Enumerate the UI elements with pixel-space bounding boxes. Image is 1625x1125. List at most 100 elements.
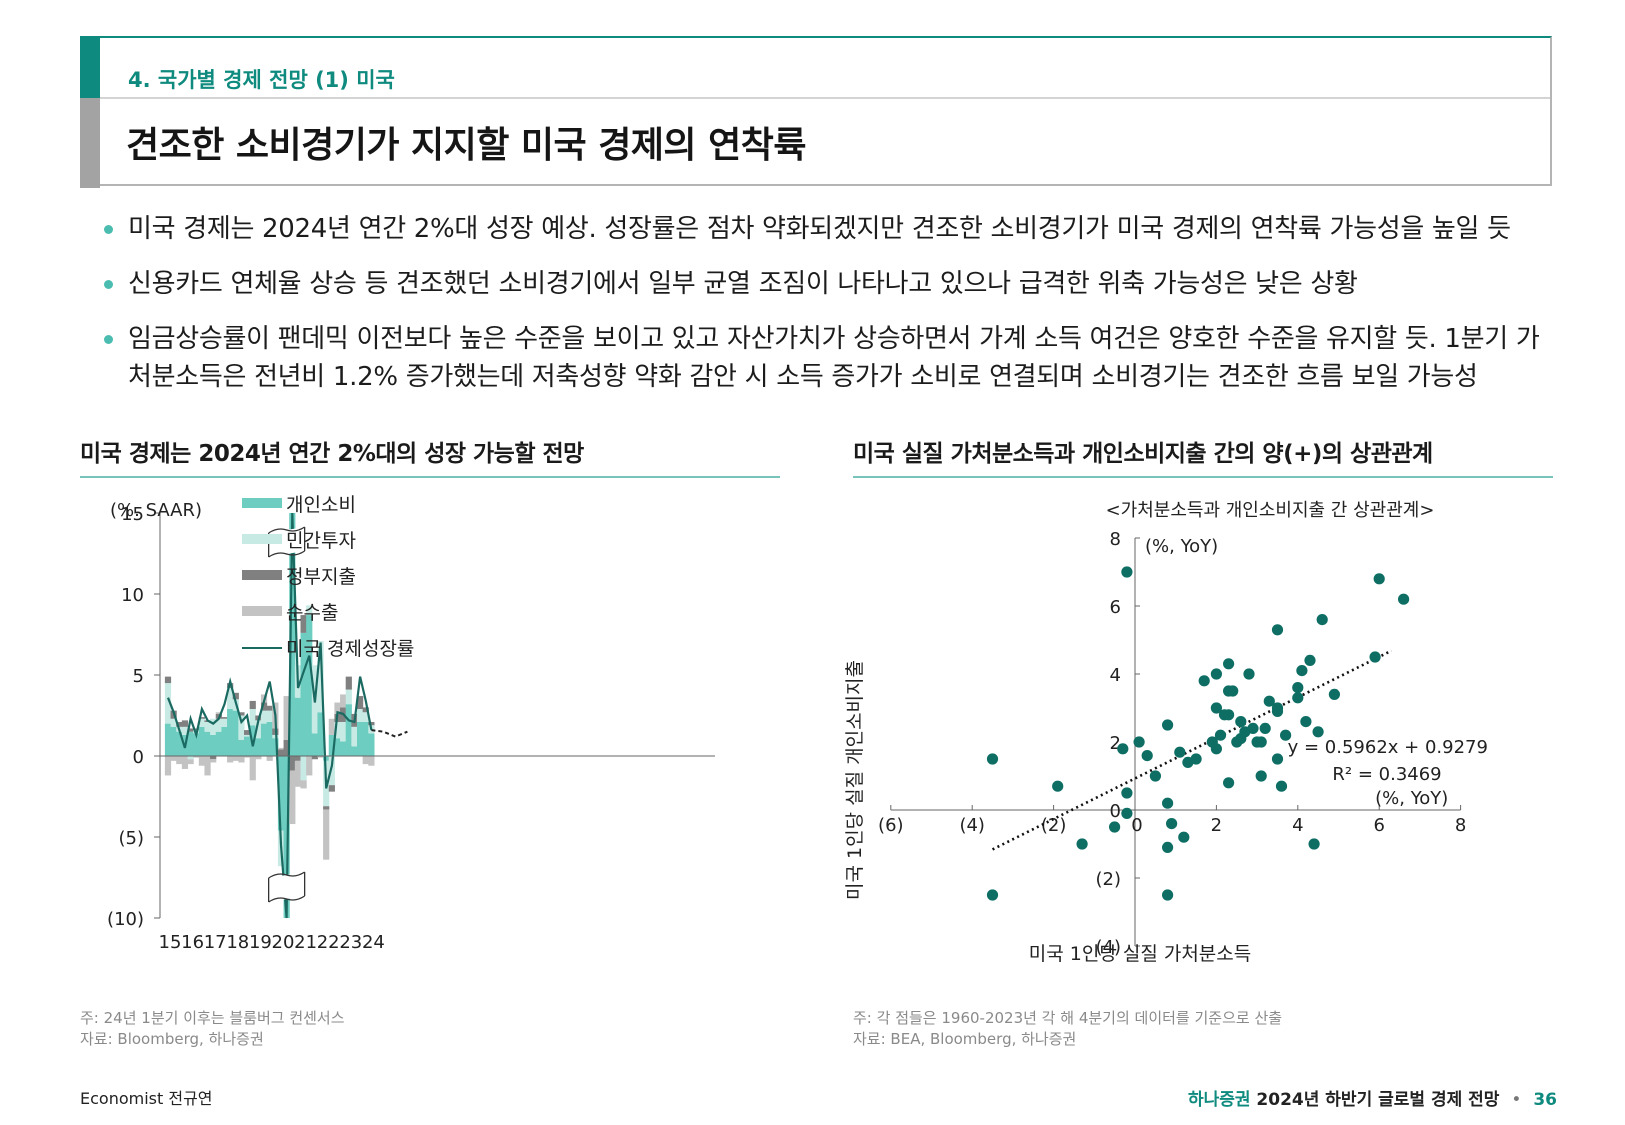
footer-report-title: 2024년 하반기 글로벌 경제 전망 xyxy=(1256,1090,1500,1110)
bar-segment xyxy=(357,709,364,722)
bar-segment xyxy=(193,728,200,731)
scatter-chart: <가처분소득과 개인소비지출 간 상관관계> (6) (4) (2) 0 2 4 6 8 8 6 4… xyxy=(844,500,1488,965)
bar-segment xyxy=(311,756,318,760)
right-chart-notes: 주: 각 점들은 1960-2023년 각 해 4분기의 데이터를 기준으로 산… xyxy=(853,1008,1282,1050)
bar-segment xyxy=(164,756,172,776)
forecast-line xyxy=(371,729,408,738)
x-tick-label: 6 xyxy=(1373,815,1384,836)
scatter-point xyxy=(1280,729,1292,741)
bar-segment xyxy=(272,738,279,756)
scatter-point xyxy=(1198,675,1210,687)
bullet-dot-icon xyxy=(104,335,113,344)
x-tick-label: 15 xyxy=(159,932,182,953)
bar-segment xyxy=(294,756,302,761)
bar-segment xyxy=(232,710,239,756)
bar-segment xyxy=(187,731,194,756)
bar-segment xyxy=(283,696,290,740)
scatter-point xyxy=(1121,807,1133,819)
bar-segment xyxy=(260,702,268,711)
x-tick-label: 19 xyxy=(249,932,272,953)
bar-segment xyxy=(266,721,273,756)
bar-segment xyxy=(311,733,318,756)
scatter-point xyxy=(1174,746,1186,758)
legend-label: 민간투자 xyxy=(286,530,356,552)
scatter-point xyxy=(1162,797,1174,809)
axis-break-curve xyxy=(268,895,306,903)
bar-segment xyxy=(277,747,285,750)
axis-break-curve xyxy=(268,550,306,558)
axis-break-curve xyxy=(268,526,306,534)
scatter-point xyxy=(1149,770,1161,782)
bar-segment xyxy=(255,756,262,760)
bar-segment xyxy=(300,632,307,756)
bar-segment xyxy=(345,689,352,705)
bar-segment xyxy=(204,731,211,756)
y-unit-label: (%, YoY) xyxy=(1145,536,1218,557)
bar-segment xyxy=(227,687,234,710)
left-chart-rule xyxy=(80,476,780,478)
scatter-point xyxy=(1263,695,1275,707)
scatter-point xyxy=(1275,780,1288,792)
bar-segment xyxy=(238,739,245,756)
x-tick-label: 21 xyxy=(294,932,317,953)
bar-segment xyxy=(193,733,200,756)
scatter-point xyxy=(1308,838,1320,850)
y-tick-label: 10 xyxy=(121,585,144,606)
left-note: 주: 24년 1분기 이후는 블룸버그 컨센서스 xyxy=(80,1009,345,1027)
footer-report: 하나증권 2024년 하반기 글로벌 경제 전망 • 36 xyxy=(1188,1085,1557,1110)
legend-swatch xyxy=(242,498,282,508)
bar-segment xyxy=(176,756,183,765)
bar-segment xyxy=(181,756,189,769)
bar-segment xyxy=(334,738,341,756)
scatter-point xyxy=(1223,709,1235,721)
bar-segment xyxy=(232,692,239,700)
bar-segment xyxy=(323,809,330,860)
bar-segment xyxy=(368,756,375,766)
bullet-dot-icon xyxy=(104,225,113,234)
bar-segment xyxy=(266,705,273,711)
scatter-point xyxy=(1162,841,1174,853)
bar-segment xyxy=(244,734,251,737)
scatter-point xyxy=(1255,736,1267,748)
bar-segment xyxy=(210,734,217,756)
x-tick-label: 18 xyxy=(226,932,249,953)
bar-segment xyxy=(170,756,177,761)
bar-segment xyxy=(244,756,251,758)
scatter-subtitle: <가처분소득과 개인소비지출 간 상관관계> xyxy=(1106,500,1435,521)
label-group: (%, YoY) y = 0.5962x + 0.9279 R² = 0.3469 (… xyxy=(844,536,1488,965)
y-tick-label: 2 xyxy=(1110,733,1121,754)
footer-author: Economist 전규연 xyxy=(80,1089,213,1108)
scatter-point xyxy=(1166,818,1178,830)
scatter-point xyxy=(1210,702,1222,714)
bar-segment xyxy=(357,721,364,756)
bar-segment xyxy=(266,710,273,722)
x-tick-label: (4) xyxy=(959,815,985,836)
bar-segment xyxy=(193,756,200,758)
y-tick-label: 15 xyxy=(121,504,144,525)
bar-segment xyxy=(249,756,256,781)
bar-segment xyxy=(204,721,211,732)
scatter-point xyxy=(1271,624,1284,636)
bar-segment xyxy=(277,756,285,831)
y-tick-label: 6 xyxy=(1110,597,1121,618)
bar-segment xyxy=(244,730,251,735)
r-squared: R² = 0.3469 xyxy=(1332,764,1441,785)
scatter-point xyxy=(1121,566,1133,578)
bar-segment xyxy=(187,728,194,732)
trend-equation: y = 0.5962x + 0.9279 xyxy=(1288,737,1488,758)
scatter-point xyxy=(1300,716,1312,728)
x-tick-label: 0 xyxy=(1131,815,1142,836)
bar-segment xyxy=(328,756,335,786)
bar-segment xyxy=(328,734,335,756)
gdp-growth-line xyxy=(166,512,373,919)
right-chart-rule xyxy=(853,476,1553,478)
bar-segment xyxy=(187,759,194,765)
bar-segment xyxy=(260,723,268,756)
left-chart-notes: 주: 24년 1분기 이후는 블룸버그 컨센서스 자료: Bloomberg, … xyxy=(80,1008,345,1050)
bar-segment xyxy=(345,704,352,756)
bar-segment xyxy=(238,715,245,740)
bar-segment xyxy=(198,726,205,756)
x-tick-label: 20 xyxy=(272,932,295,953)
legend-swatch xyxy=(242,534,282,544)
bar-segment xyxy=(334,721,341,739)
